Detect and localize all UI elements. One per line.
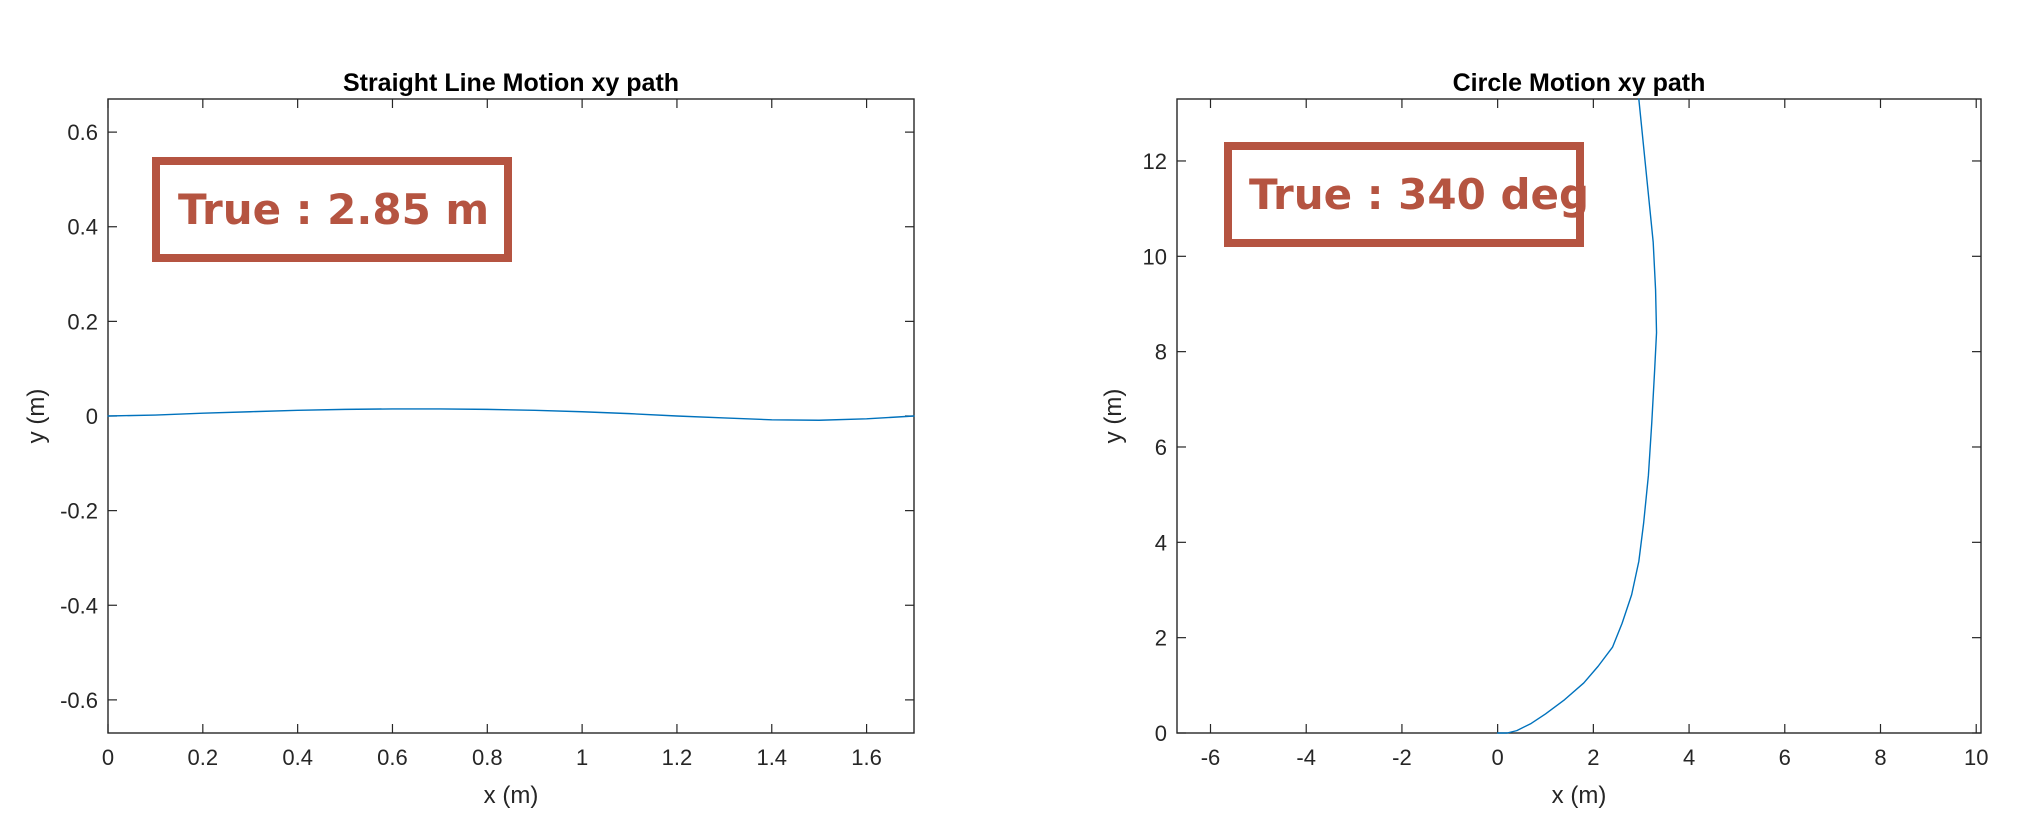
y-tick-label: 8 [1155, 340, 1167, 365]
x-tick-label: 0 [1492, 745, 1504, 770]
x-tick-label: 6 [1779, 745, 1791, 770]
x-tick-label: -6 [1201, 745, 1221, 770]
x-tick-label: 0.8 [472, 745, 503, 770]
y-tick-label: -0.4 [60, 593, 98, 618]
x-tick-label: 0.2 [188, 745, 219, 770]
annotation-text: True : 340 deg [1249, 170, 1589, 219]
x-tick-label: 1.2 [662, 745, 693, 770]
y-axis-label: y (m) [23, 389, 50, 444]
annotation-box [152, 157, 512, 262]
x-tick-label: 1.4 [756, 745, 787, 770]
x-ticks: 0 0.2 0.4 0.6 0.8 1 1.2 1.4 1.6 [102, 99, 882, 770]
circle-motion-chart: -6 -4 -2 0 2 4 6 8 10 0 2 4 6 8 10 12 Circle Motion xy… [1100, 69, 1988, 809]
path-line [107, 408, 915, 421]
y-tick-label: 4 [1155, 530, 1167, 555]
x-tick-label: 8 [1874, 745, 1886, 770]
y-ticks: -0.6 -0.4 -0.2 0 0.2 0.4 0.6 [60, 120, 914, 713]
straight-line-chart: 0 0.2 0.4 0.6 0.8 1 1.2 1.4 1.6 -0.6 -0.4 -0.2 0 0.2… [23, 69, 915, 809]
x-tick-label: -4 [1296, 745, 1316, 770]
chart-title: Circle Motion xy path [1453, 69, 1706, 97]
x-tick-label: 4 [1683, 745, 1695, 770]
x-tick-label: 0.4 [282, 745, 313, 770]
path-line [1496, 98, 1658, 734]
y-ticks: 0 2 4 6 8 10 12 [1143, 149, 1981, 746]
annotation-text: True : 2.85 m [178, 185, 489, 234]
x-tick-label: 0.6 [377, 745, 408, 770]
y-tick-label: 0.2 [67, 309, 98, 334]
y-tick-label: 0.4 [67, 215, 98, 240]
y-tick-label: -0.6 [60, 688, 98, 713]
x-tick-label: -2 [1392, 745, 1412, 770]
x-ticks: -6 -4 -2 0 2 4 6 8 10 [1201, 99, 1988, 770]
x-tick-label: 1 [576, 745, 588, 770]
x-axis-label: x (m) [1552, 782, 1607, 809]
y-tick-label: 2 [1155, 626, 1167, 651]
y-tick-label: 0 [86, 404, 98, 429]
y-tick-label: 0.6 [67, 120, 98, 145]
y-tick-label: 6 [1155, 435, 1167, 460]
y-axis-label: y (m) [1100, 389, 1127, 444]
x-tick-label: 2 [1587, 745, 1599, 770]
y-tick-label: 0 [1155, 721, 1167, 746]
y-tick-label: 12 [1143, 149, 1167, 174]
x-tick-label: 10 [1964, 745, 1988, 770]
annotation-box [1224, 142, 1584, 247]
x-axis-label: x (m) [484, 782, 539, 809]
y-tick-label: -0.2 [60, 499, 98, 524]
x-tick-label: 0 [102, 745, 114, 770]
y-tick-label: 10 [1143, 244, 1167, 269]
chart-title: Straight Line Motion xy path [343, 69, 679, 97]
x-tick-label: 1.6 [851, 745, 882, 770]
